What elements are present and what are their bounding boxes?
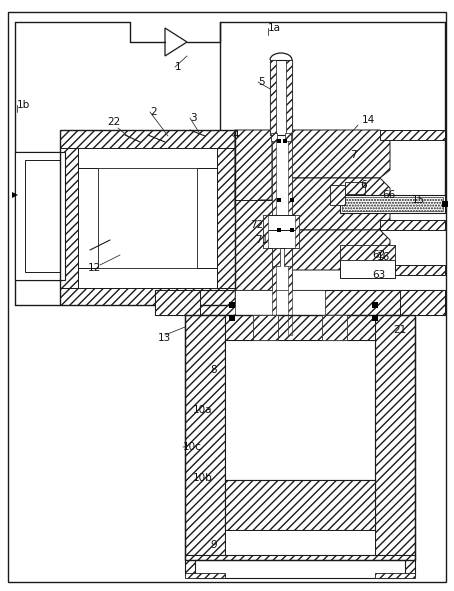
- Text: 66: 66: [382, 190, 395, 200]
- Text: 1: 1: [175, 62, 182, 72]
- Bar: [235, 290, 325, 315]
- Polygon shape: [272, 135, 276, 335]
- Polygon shape: [400, 290, 445, 315]
- Polygon shape: [165, 28, 187, 56]
- Polygon shape: [60, 130, 235, 148]
- Polygon shape: [295, 215, 299, 248]
- Polygon shape: [235, 130, 260, 148]
- Polygon shape: [253, 315, 278, 340]
- Text: 63: 63: [372, 270, 385, 280]
- Polygon shape: [270, 60, 276, 135]
- Bar: [78, 268, 217, 288]
- Text: 10c: 10c: [183, 442, 202, 452]
- Bar: [78, 168, 98, 268]
- Polygon shape: [288, 135, 292, 335]
- Bar: [253, 315, 278, 340]
- Bar: [263, 230, 299, 248]
- Bar: [225, 530, 375, 560]
- Bar: [197, 168, 217, 268]
- Polygon shape: [292, 178, 390, 230]
- Text: 21: 21: [393, 325, 406, 335]
- Bar: [322, 315, 347, 340]
- Bar: [345, 182, 365, 194]
- Polygon shape: [60, 148, 78, 288]
- Text: 72: 72: [250, 220, 263, 230]
- Bar: [98, 168, 197, 268]
- Polygon shape: [225, 315, 375, 340]
- Polygon shape: [340, 245, 395, 260]
- Polygon shape: [235, 288, 260, 305]
- Bar: [15, 152, 65, 280]
- Polygon shape: [235, 148, 260, 170]
- Bar: [25, 160, 60, 272]
- Polygon shape: [155, 290, 200, 315]
- Text: 71: 71: [255, 235, 268, 245]
- Polygon shape: [292, 130, 390, 178]
- Bar: [185, 573, 225, 578]
- Polygon shape: [260, 270, 280, 288]
- Polygon shape: [185, 315, 225, 560]
- Bar: [375, 573, 415, 578]
- Bar: [60, 130, 235, 305]
- Text: 6: 6: [360, 180, 367, 190]
- Bar: [225, 340, 375, 480]
- Polygon shape: [322, 315, 347, 340]
- Bar: [225, 480, 375, 530]
- Bar: [78, 148, 217, 288]
- Bar: [263, 215, 299, 230]
- Bar: [284, 248, 292, 266]
- Polygon shape: [380, 130, 445, 140]
- Bar: [340, 260, 395, 278]
- Polygon shape: [286, 60, 292, 135]
- Polygon shape: [217, 148, 235, 288]
- Polygon shape: [342, 197, 443, 211]
- Polygon shape: [155, 290, 445, 315]
- Text: 8: 8: [210, 365, 217, 375]
- Polygon shape: [263, 215, 268, 248]
- Text: 9: 9: [210, 540, 217, 550]
- Polygon shape: [380, 220, 445, 230]
- Text: 2: 2: [150, 107, 157, 117]
- Text: 10a: 10a: [193, 405, 212, 415]
- Bar: [270, 60, 292, 135]
- Bar: [340, 195, 445, 213]
- Text: 15: 15: [412, 195, 425, 205]
- Text: 1b: 1b: [17, 100, 30, 110]
- Text: 7: 7: [350, 150, 357, 160]
- Text: 3: 3: [190, 113, 197, 123]
- Bar: [185, 315, 415, 560]
- Text: 62: 62: [372, 250, 385, 260]
- Text: 12: 12: [88, 263, 101, 273]
- Text: 14: 14: [362, 115, 375, 125]
- Bar: [271, 133, 277, 141]
- Polygon shape: [235, 270, 260, 288]
- Text: 1a: 1a: [268, 23, 281, 33]
- Bar: [195, 560, 405, 578]
- Bar: [285, 133, 291, 141]
- Text: 10b: 10b: [193, 473, 213, 483]
- Text: 16: 16: [377, 252, 390, 262]
- Polygon shape: [260, 288, 280, 305]
- Polygon shape: [235, 130, 272, 210]
- Polygon shape: [260, 148, 280, 170]
- Bar: [272, 135, 292, 335]
- Text: 22: 22: [107, 117, 120, 127]
- Polygon shape: [375, 315, 415, 560]
- Polygon shape: [185, 555, 415, 575]
- Polygon shape: [380, 265, 445, 275]
- Text: 5: 5: [258, 77, 265, 87]
- Polygon shape: [260, 130, 280, 148]
- Polygon shape: [235, 200, 272, 290]
- Bar: [272, 248, 280, 266]
- Bar: [78, 148, 217, 168]
- Polygon shape: [60, 288, 235, 305]
- Text: 13: 13: [158, 333, 171, 343]
- Polygon shape: [292, 230, 390, 270]
- Text: 4: 4: [232, 130, 239, 140]
- Bar: [330, 185, 345, 205]
- Bar: [340, 245, 395, 260]
